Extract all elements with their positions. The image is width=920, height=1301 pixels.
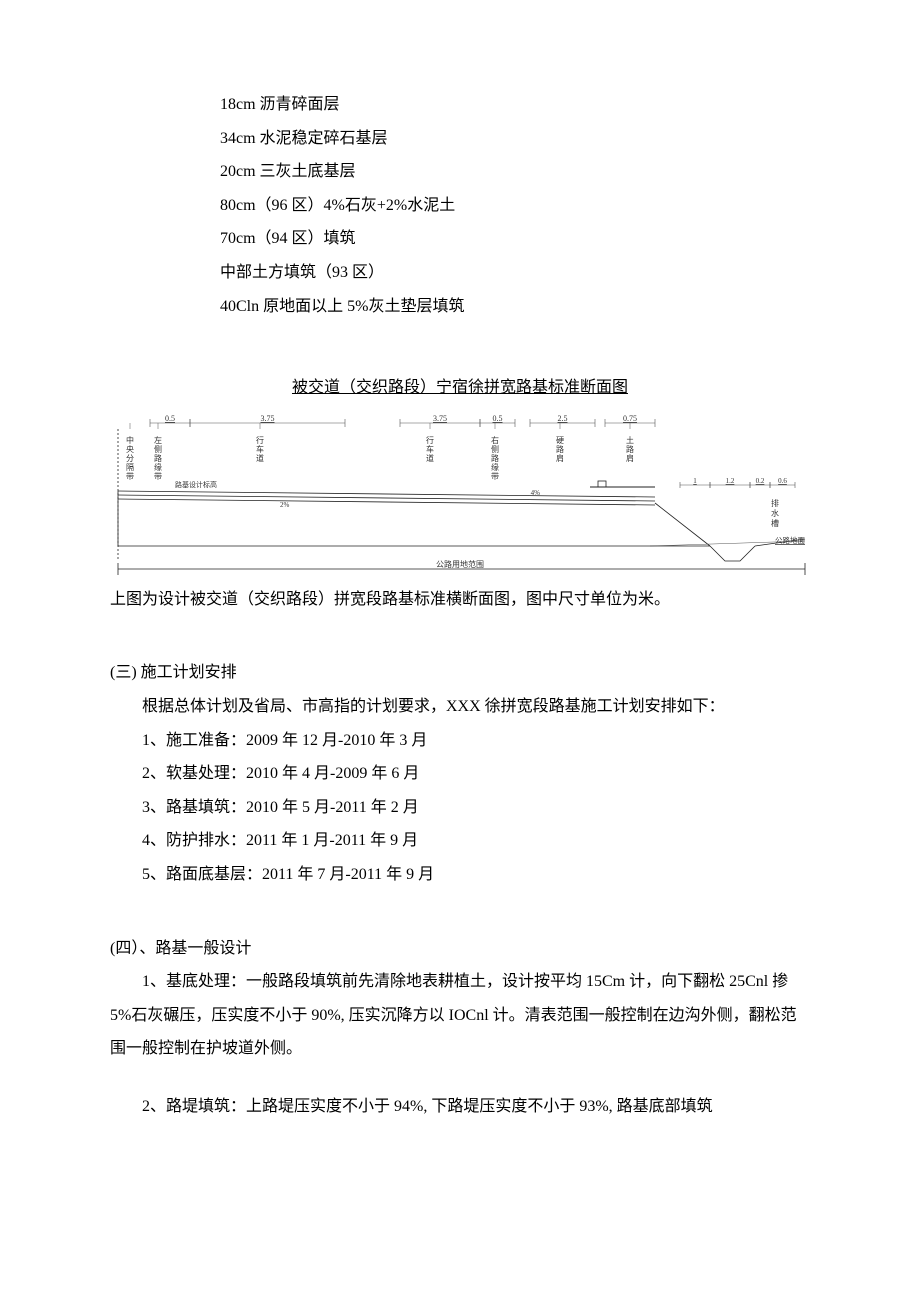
svg-text:路: 路 [556,444,564,454]
diagram-title: 被交道（交织路段）宁宿徐拼宽路基标准断面图 [110,371,810,405]
svg-text:车: 车 [256,444,264,454]
svg-text:水: 水 [771,508,779,518]
svg-text:分: 分 [126,454,134,463]
svg-text:带: 带 [491,472,499,481]
svg-text:公路用地范围: 公路用地范围 [436,559,484,569]
svg-text:0.2: 0.2 [756,477,765,485]
diagram-caption: 上图为设计被交道（交织路段）拼宽段路基标准横断面图，图中尺寸单位为米。 [110,583,810,617]
svg-text:行: 行 [426,435,434,445]
section-4-para-1: 1、基底处理：一般路段填筑前先清除地表耕植土，设计按平均 15Cm 计，向下翻松… [110,965,810,1066]
svg-text:行: 行 [256,435,264,445]
svg-text:0.75: 0.75 [623,414,637,423]
svg-text:4%: 4% [531,489,541,497]
layer-item: 中部土方填筑（93 区） [220,256,810,290]
svg-text:道: 道 [426,453,434,463]
svg-text:路: 路 [154,453,162,463]
svg-text:车: 车 [426,444,434,454]
schedule-item: 5、路面底基层：2011 年 7 月-2011 年 9 月 [110,858,810,892]
layer-item: 40Cln 原地面以上 5%灰土垫层填筑 [220,290,810,324]
svg-text:缘: 缘 [154,462,162,472]
svg-text:肩: 肩 [626,453,634,463]
svg-text:槽: 槽 [771,518,779,528]
svg-text:路: 路 [626,444,634,454]
svg-text:侧: 侧 [491,444,499,454]
schedule-item: 3、路基填筑：2010 年 5 月-2011 年 2 月 [110,791,810,825]
layer-structure-list: 18cm 沥青碎面层 34cm 水泥稳定碎石基层 20cm 三灰土底基层 80c… [110,88,810,323]
svg-text:带: 带 [126,472,134,481]
svg-text:1.2: 1.2 [726,477,735,485]
svg-text:排: 排 [771,498,779,508]
svg-text:3.75: 3.75 [433,414,447,423]
schedule-item: 4、防护排水：2011 年 1 月-2011 年 9 月 [110,824,810,858]
svg-text:2.5: 2.5 [558,414,568,423]
schedule-item: 2、软基处理：2010 年 4 月-2009 年 6 月 [110,757,810,791]
svg-text:2%: 2% [280,501,290,509]
svg-text:1: 1 [693,477,697,485]
layer-item: 34cm 水泥稳定碎石基层 [220,122,810,156]
svg-text:3.75: 3.75 [261,414,275,423]
svg-text:路基设计标高: 路基设计标高 [175,480,217,489]
svg-text:隔: 隔 [126,463,134,472]
document-page: 18cm 沥青碎面层 34cm 水泥稳定碎石基层 20cm 三灰土底基层 80c… [0,0,920,1203]
svg-text:右: 右 [491,435,499,445]
svg-text:缘: 缘 [491,462,499,472]
section-3-intro: 根据总体计划及省局、市高指的计划要求，XXX 徐拼宽段路基施工计划安排如下： [110,690,810,724]
section-3-head: (三) 施工计划安排 [110,656,810,690]
svg-text:央: 央 [126,444,134,454]
svg-text:0.6: 0.6 [778,477,787,485]
svg-text:中: 中 [126,435,134,445]
svg-text:肩: 肩 [556,453,564,463]
svg-text:硬: 硬 [556,436,564,445]
layer-item: 70cm（94 区）填筑 [220,222,810,256]
svg-text:道: 道 [256,453,264,463]
svg-text:路: 路 [491,453,499,463]
layer-item: 80cm（96 区）4%石灰+2%水泥土 [220,189,810,223]
svg-text:土: 土 [626,435,634,445]
svg-text:侧: 侧 [154,444,162,454]
section-4-head: (四）、路基一般设计 [110,932,810,966]
svg-text:公路地面: 公路地面 [775,535,805,545]
svg-text:带: 带 [154,472,162,481]
cross-section-diagram: 0.53.753.750.52.50.75中央分隔带左侧路缘带行车道行车道右侧路… [110,411,810,581]
svg-text:左: 左 [154,435,162,445]
svg-text:0.5: 0.5 [165,414,175,423]
schedule-item: 1、施工准备：2009 年 12 月-2010 年 3 月 [110,724,810,758]
section-4-para-2: 2、路堤填筑：上路堤压实度不小于 94%, 下路堤压实度不小于 93%, 路基底… [110,1090,810,1124]
svg-text:0.5: 0.5 [493,414,503,423]
layer-item: 18cm 沥青碎面层 [220,88,810,122]
layer-item: 20cm 三灰土底基层 [220,155,810,189]
